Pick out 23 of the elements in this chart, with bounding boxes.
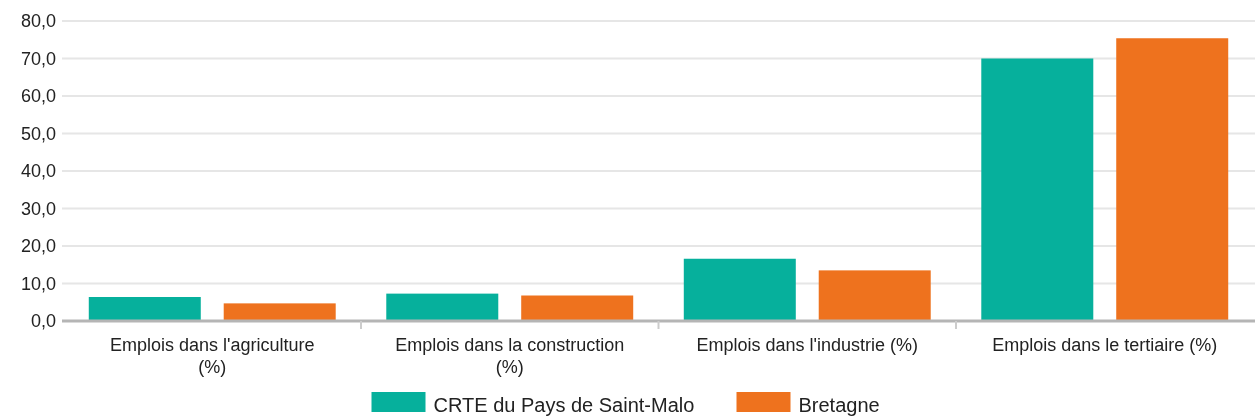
y-tick-label: 60,0 xyxy=(20,86,56,107)
y-tick-label: 70,0 xyxy=(20,48,56,69)
y-tick-label: 20,0 xyxy=(20,236,56,257)
x-tick-label: Emplois dans l'agriculture (%) xyxy=(109,335,315,377)
x-tick-label: Emplois dans le tertiaire (%) xyxy=(992,335,1218,355)
bar xyxy=(223,303,336,321)
y-tick-label: 40,0 xyxy=(20,161,56,182)
legend-label: Bretagne xyxy=(798,394,880,416)
x-tick-label: Emplois dans la construction (%) xyxy=(395,335,625,377)
x-tick-label: Emplois dans l'industrie (%) xyxy=(696,335,919,355)
y-tick-label: 80,0 xyxy=(20,11,56,32)
bar xyxy=(386,293,499,321)
y-tick-label: 50,0 xyxy=(20,123,56,144)
bar xyxy=(1116,38,1229,321)
y-tick-label: 10,0 xyxy=(20,273,56,294)
y-tick-label: 30,0 xyxy=(20,198,56,219)
legend-label: CRTE du Pays de Saint-Malo xyxy=(433,394,695,416)
bar xyxy=(981,58,1094,321)
bar xyxy=(88,297,201,321)
bar xyxy=(683,258,796,321)
bar xyxy=(521,295,634,321)
bar xyxy=(818,270,931,321)
y-tick-label: 0,0 xyxy=(30,311,56,332)
